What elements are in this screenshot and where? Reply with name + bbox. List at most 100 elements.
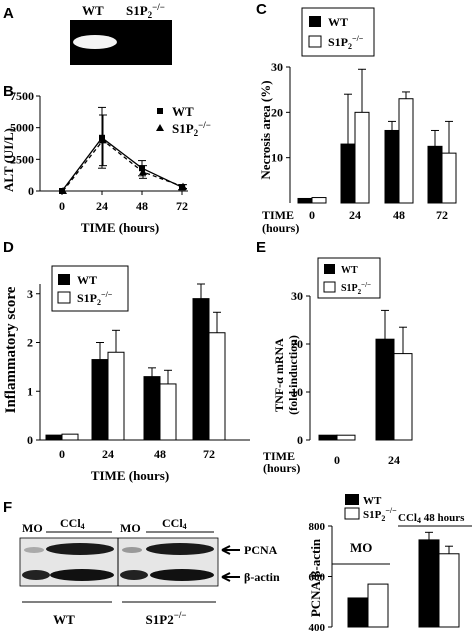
f-legend-ko: S1P2−/− bbox=[363, 506, 397, 523]
c-legend-ko-swatch bbox=[308, 35, 322, 48]
e-ylabel: TNF-α mRNA bbox=[272, 338, 286, 412]
d-x-tick-label-1: 24 bbox=[102, 447, 114, 461]
f-legend-wt: WT bbox=[363, 495, 382, 507]
pcna-band-ccl4-ko bbox=[146, 543, 214, 555]
c-legend-wt-swatch bbox=[309, 16, 321, 27]
d-ylabel: Inflammatory score bbox=[3, 286, 19, 413]
blot-lane-ccl4-right: CCl4 bbox=[162, 516, 187, 531]
b-x-tick-label-2: 48 bbox=[136, 199, 148, 213]
group-label-ko: S1P2−/− bbox=[146, 610, 187, 627]
e-legend-wt-swatch bbox=[324, 264, 335, 274]
d-x-tick-label-0: 0 bbox=[59, 447, 65, 461]
f-legend-ko-swatch bbox=[344, 507, 360, 520]
c-bar-1-3 bbox=[441, 152, 457, 204]
d-legend-wt: WT bbox=[77, 273, 97, 287]
f-ylabel: PCNA/β-actin bbox=[308, 538, 323, 617]
e-hours-label: (hours) bbox=[263, 461, 300, 475]
b-point-1-2 bbox=[139, 168, 147, 175]
e-bar-0-0 bbox=[318, 434, 338, 441]
d-bar-0-2 bbox=[143, 376, 161, 441]
e-bar-0-1 bbox=[375, 338, 395, 441]
b-ylabel: ALT (UI/L) bbox=[1, 128, 16, 192]
d-x-tick-label-3: 72 bbox=[203, 447, 215, 461]
f-y-tick-label-1: 600 bbox=[309, 572, 326, 584]
d-xlabel: TIME (hours) bbox=[91, 468, 169, 483]
f-bar-0-0 bbox=[347, 597, 369, 628]
c-bar-0-2 bbox=[384, 129, 400, 204]
b-series-line-1 bbox=[62, 139, 184, 192]
d-legend-ko-swatch bbox=[57, 291, 71, 304]
e-legend-ko-swatch bbox=[323, 281, 336, 293]
c-bar-0-0 bbox=[297, 197, 313, 204]
b-y-tick-label-3: 7500 bbox=[10, 89, 34, 103]
c-bar-0-3 bbox=[427, 145, 443, 204]
d-bar-1-1 bbox=[107, 351, 125, 441]
d-y-tick-label-1: 1 bbox=[27, 384, 33, 398]
pcna-band-mo-ko bbox=[122, 547, 142, 553]
b-xlabel: TIME (hours) bbox=[81, 220, 159, 235]
panel-d: D WT S1P2−/− Inflammatory score TIME (ho… bbox=[3, 239, 250, 483]
c-ylabel: Necrosis area (%) bbox=[258, 80, 273, 179]
f-y-tick-label-2: 800 bbox=[309, 521, 326, 533]
d-y-tick-label-3: 3 bbox=[27, 287, 33, 301]
e-legend-wt: WT bbox=[341, 265, 358, 276]
c-legend-ko: S1P2−/− bbox=[328, 34, 364, 51]
b-x-tick-label-1: 24 bbox=[96, 199, 108, 213]
d-y-tick-label-2: 2 bbox=[27, 336, 33, 350]
blot-lane-ccl4-left: CCl4 bbox=[60, 516, 85, 531]
b-y-tick-label-2: 5000 bbox=[10, 121, 34, 135]
e-ylabel2: (fold induction) bbox=[286, 335, 300, 415]
panel-e: E WT S1P2−/− TNF-α mRNA (fold induction)… bbox=[256, 239, 413, 475]
c-x-tick-label-3: 72 bbox=[436, 208, 448, 222]
pcna-band-mo-wt bbox=[24, 547, 44, 553]
c-y-tick-label-2: 30 bbox=[271, 60, 283, 74]
panel-c: C WT S1P2−/− Necrosis area (%) TIME (hou… bbox=[256, 1, 457, 235]
panel-a: A WT S1P2−/− bbox=[3, 2, 172, 65]
f-bar-1-0 bbox=[367, 583, 389, 628]
d-legend-ko: S1P2−/− bbox=[77, 290, 113, 307]
panel-b: B ALT (UI/L) TIME (hours) 0 2500 5000 7500 0… bbox=[1, 83, 211, 235]
d-bar-1-2 bbox=[159, 383, 177, 441]
e-x-tick-label-0: 0 bbox=[334, 453, 340, 467]
d-bar-1-0 bbox=[61, 433, 79, 441]
d-y-tick-label-0: 0 bbox=[27, 433, 33, 447]
e-y-tick-label-2: 20 bbox=[291, 337, 303, 351]
c-bar-1-2 bbox=[398, 98, 414, 204]
b-point-1-3 bbox=[179, 182, 187, 190]
c-bar-0-1 bbox=[340, 143, 356, 204]
b-point-1-1 bbox=[99, 136, 107, 144]
bactin-arrow bbox=[221, 572, 240, 582]
b-legend-ko: S1P2−/− bbox=[172, 120, 211, 138]
c-bar-1-1 bbox=[354, 111, 370, 204]
c-y-tick-label-0: 10 bbox=[271, 151, 283, 165]
western-blot bbox=[19, 537, 219, 587]
c-x-tick-label-1: 24 bbox=[349, 208, 361, 222]
c-time-label: TIME bbox=[262, 208, 294, 222]
bactin-band-ccl4-ko bbox=[150, 569, 214, 581]
group-label-wt: WT bbox=[53, 612, 75, 627]
blot-lane-mo-right: MO bbox=[120, 521, 141, 535]
e-y-tick-label-3: 30 bbox=[291, 289, 303, 303]
b-point-0-2 bbox=[139, 165, 145, 172]
band-label-bactin: β-actin bbox=[244, 570, 280, 584]
e-x-tick-label-1: 24 bbox=[388, 453, 400, 467]
b-x-tick-label-0: 0 bbox=[59, 199, 65, 213]
panel-letter-a: A bbox=[3, 5, 14, 22]
c-x-tick-label-2: 48 bbox=[393, 208, 405, 222]
blot-lane-mo-left: MO bbox=[22, 521, 43, 535]
e-bar-1-0 bbox=[336, 434, 356, 441]
panel-letter-b: B bbox=[3, 83, 14, 100]
gel-label-wt: WT bbox=[82, 3, 104, 18]
pcna-arrow bbox=[221, 545, 240, 555]
c-hours-label: (hours) bbox=[262, 221, 299, 235]
bactin-band-mo-wt bbox=[22, 570, 50, 580]
d-bar-0-1 bbox=[91, 359, 109, 441]
b-y-tick-label-1: 2500 bbox=[10, 152, 34, 166]
e-bar-1-1 bbox=[393, 353, 413, 441]
e-time-label: TIME bbox=[263, 449, 295, 463]
gel-label-ko: S1P2−/− bbox=[126, 2, 165, 20]
c-legend-wt: WT bbox=[328, 15, 348, 29]
panel-letter-d: D bbox=[3, 239, 14, 256]
f-y-tick-label-0: 400 bbox=[309, 622, 326, 632]
